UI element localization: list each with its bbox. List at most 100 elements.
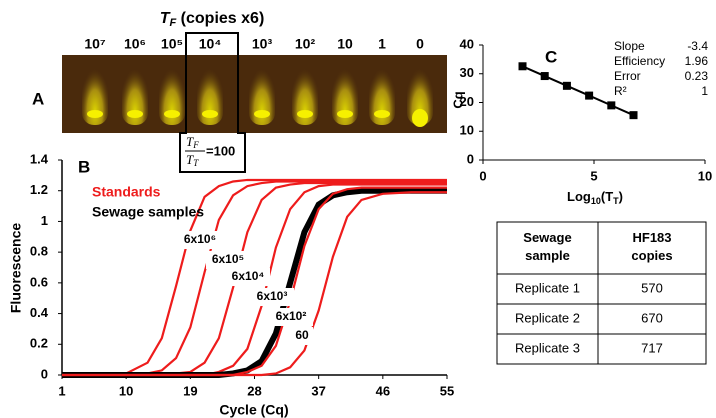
curve-label: 6x10² (276, 309, 307, 323)
table-cell: 670 (641, 310, 663, 325)
y-tick-label: 0 (41, 366, 48, 381)
panel-label: C (545, 47, 557, 66)
stat-label: Efficiency (614, 54, 665, 68)
stat-value: -3.4 (687, 39, 708, 53)
point (585, 91, 594, 100)
table-header: HF183 copies (631, 230, 672, 263)
x-axis-label-part: ) (619, 189, 623, 204)
tube-label: 0 (416, 36, 424, 52)
x-tick-label: 46 (376, 383, 390, 398)
curve-label-bg (226, 268, 270, 286)
x-axis-label: Cycle (Cq) (219, 402, 288, 418)
curve-label-bg (250, 288, 294, 306)
table-cell: Replicate 3 (515, 340, 580, 355)
table-cell: 570 (641, 280, 663, 295)
x-tick-label: 55 (440, 383, 454, 398)
x-tick-label: 19 (183, 383, 197, 398)
tube (82, 55, 108, 125)
tube-glow (87, 110, 103, 118)
y-tick-label: 1 (41, 213, 48, 228)
tube-label: 10 (337, 36, 353, 52)
tube (369, 55, 395, 125)
tube (122, 55, 148, 125)
table-header: Sewage sample (523, 230, 571, 263)
tube-glow (202, 110, 218, 118)
x-axis-label-part: (T (601, 189, 613, 204)
x-tick-label: 10 (119, 383, 133, 398)
tube-label: 10⁴ (199, 36, 222, 52)
panel-label: A (32, 89, 44, 108)
curve-label: 60 (295, 328, 309, 342)
curve-label: 6x10⁴ (232, 269, 265, 283)
curve-label: 6x10³ (257, 289, 288, 303)
x-tick-label: 10 (698, 168, 712, 183)
panel-label: B (78, 157, 90, 176)
table-header-line: sample (525, 248, 570, 263)
y-tick-label: 0.6 (30, 274, 48, 289)
legend-entry: Standards (92, 184, 161, 200)
ratio-numerator: TF (186, 134, 199, 150)
tube-label: 10³ (252, 36, 273, 52)
tube (159, 55, 185, 125)
curve-label-bg (178, 231, 222, 249)
curve-label-bg (269, 308, 313, 326)
curve-label: 6x10⁶ (184, 232, 216, 246)
point (562, 81, 571, 90)
point (607, 101, 616, 110)
stat-label: R² (614, 84, 627, 98)
table-header-line: Sewage (523, 230, 571, 245)
legend-entry: Sewage samples (92, 204, 204, 220)
x-axis-label-part: 10 (591, 196, 601, 206)
panel-a-title: TF (copies x6) (160, 10, 265, 29)
table-cell: Replicate 2 (515, 310, 580, 325)
tube-label: 10⁷ (84, 36, 106, 52)
y-tick-label: 0.4 (30, 305, 49, 320)
tube-glow (164, 110, 180, 118)
table-cell: Replicate 1 (515, 280, 580, 295)
tube-label: 10² (295, 36, 316, 52)
point (540, 72, 549, 81)
x-axis-label-part: T (613, 196, 619, 206)
y-tick-label: 10 (460, 123, 474, 138)
series-line (62, 180, 447, 377)
tube-glow (254, 110, 270, 118)
tube-label: 10⁶ (124, 36, 146, 52)
curve-label-bg (291, 327, 313, 345)
y-tick-label: 20 (460, 94, 474, 109)
x-axis-label: Log10(TT) (567, 189, 623, 206)
x-tick-label: 0 (479, 168, 486, 183)
tube (407, 55, 433, 125)
y-tick-label: 40 (460, 36, 474, 51)
stat-value: 1 (701, 84, 708, 98)
y-tick-label: 1.2 (30, 182, 48, 197)
stat-label: Error (614, 69, 641, 83)
tube-glow (412, 109, 428, 127)
tube (292, 55, 318, 125)
y-axis-label: Cq (450, 91, 465, 108)
stat-label: Slope (614, 39, 645, 53)
tube (332, 55, 358, 125)
table-header-line: HF183 (632, 230, 671, 245)
ratio-denominator: TT (186, 152, 199, 168)
y-tick-label: 0.2 (30, 336, 48, 351)
tube (197, 55, 223, 125)
tube (249, 55, 275, 125)
series-line (62, 191, 447, 377)
table-header-line: copies (631, 248, 672, 263)
point (629, 111, 638, 120)
y-tick-label: 0 (467, 151, 474, 166)
curve-label: 6x10⁵ (212, 252, 244, 266)
table-border (496, 221, 707, 365)
ratio-value: =100 (206, 143, 235, 158)
series-line (61, 178, 447, 377)
tube-glow (297, 110, 313, 118)
x-axis-label-part: Log (567, 189, 591, 204)
x-tick-label: 28 (247, 383, 261, 398)
highlight-box (179, 32, 246, 173)
tube-label: 10⁵ (161, 36, 183, 52)
point (518, 62, 527, 71)
y-axis-label: Fluorescence (8, 223, 24, 313)
y-tick-label: 1.4 (30, 151, 49, 166)
tube-glow (337, 110, 353, 118)
